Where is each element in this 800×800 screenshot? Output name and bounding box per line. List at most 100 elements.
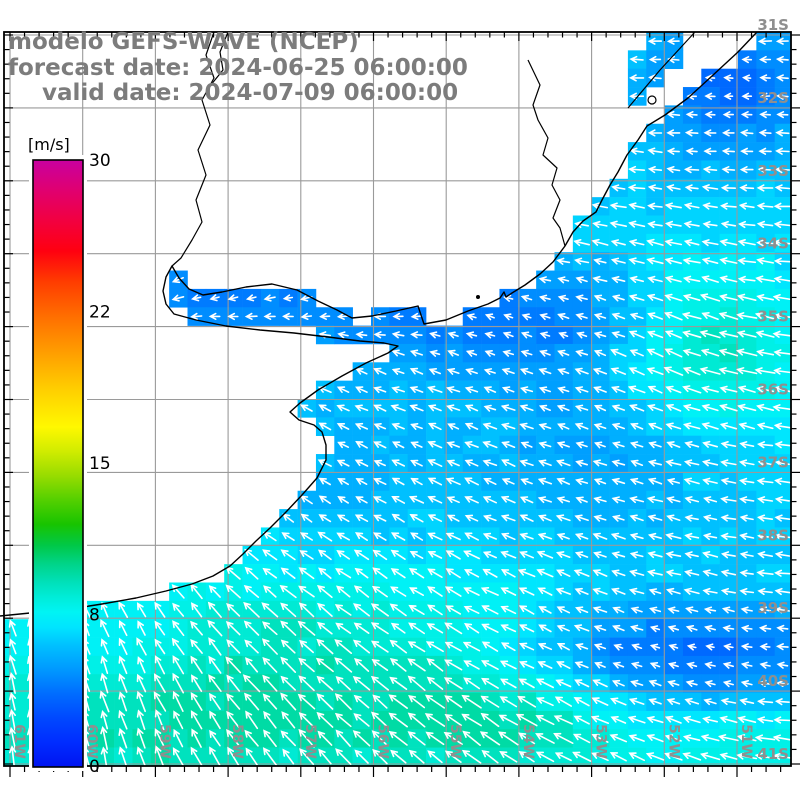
wave-arrow bbox=[466, 313, 477, 321]
wave-arrow bbox=[720, 532, 737, 540]
wave-arrow bbox=[482, 532, 497, 540]
wave-arrow bbox=[556, 661, 571, 669]
wave-arrow bbox=[776, 661, 789, 669]
wave-arrow bbox=[262, 656, 278, 673]
wave-arrow bbox=[682, 752, 702, 761]
wave-arrow bbox=[410, 312, 423, 320]
wave-arrow bbox=[190, 746, 203, 767]
wave-arrow bbox=[593, 624, 607, 632]
wave-arrow bbox=[535, 715, 555, 726]
wave-arrow bbox=[647, 147, 663, 155]
wave-arrow bbox=[666, 37, 680, 45]
wave-arrow bbox=[481, 605, 499, 615]
wave-arrow bbox=[484, 331, 496, 339]
wave-arrow bbox=[556, 441, 570, 449]
wave-arrow bbox=[629, 312, 644, 320]
wave-arrow bbox=[737, 715, 757, 723]
wave-arrow bbox=[738, 496, 755, 504]
wave-arrow bbox=[682, 257, 701, 265]
wave-arrow bbox=[500, 624, 517, 633]
valid-date-text: valid date: 2024-07-09 06:00:00 bbox=[42, 80, 458, 106]
wave-arrow bbox=[721, 129, 735, 137]
wave-arrow bbox=[629, 55, 644, 64]
wave-arrow bbox=[281, 711, 296, 729]
wave-arrow bbox=[372, 748, 388, 765]
wave-arrow bbox=[245, 747, 258, 766]
wave-arrow bbox=[772, 239, 792, 247]
wave-arrow bbox=[226, 639, 241, 654]
wave-arrow bbox=[573, 697, 590, 707]
wave-arrow bbox=[318, 404, 332, 412]
wave-arrow bbox=[391, 331, 405, 339]
wave-arrow bbox=[594, 661, 606, 669]
latitude-label: 41S bbox=[757, 745, 789, 763]
wave-arrow bbox=[718, 330, 739, 338]
wave-arrow bbox=[137, 656, 146, 674]
wave-arrow bbox=[519, 404, 534, 412]
wave-arrow bbox=[757, 166, 773, 174]
lagoon-shore-line bbox=[627, 31, 696, 109]
wave-arrow bbox=[537, 532, 553, 540]
wave-arrow bbox=[481, 677, 499, 689]
wave-arrow bbox=[300, 513, 313, 523]
wave-arrow bbox=[318, 477, 331, 486]
wave-arrow bbox=[666, 166, 681, 174]
wave-arrow bbox=[410, 441, 423, 449]
wave-arrow bbox=[136, 637, 147, 656]
wave-arrow bbox=[444, 622, 463, 635]
wave-arrow bbox=[758, 624, 772, 632]
wave-arrow bbox=[373, 459, 386, 467]
wave-arrow bbox=[774, 551, 791, 559]
wave-arrow bbox=[773, 422, 791, 430]
wave-arrow bbox=[318, 567, 332, 579]
wave-arrow bbox=[666, 184, 681, 192]
wave-arrow bbox=[353, 585, 370, 598]
wave-arrow bbox=[263, 585, 277, 598]
wave-arrow bbox=[592, 606, 608, 614]
wave-arrow bbox=[629, 532, 644, 540]
wave-arrow bbox=[593, 331, 607, 339]
wave-arrow bbox=[225, 621, 241, 636]
wave-arrow bbox=[701, 459, 719, 467]
wave-arrow bbox=[424, 694, 445, 709]
wave-arrow bbox=[519, 551, 534, 559]
wave-arrow bbox=[720, 441, 737, 449]
wave-arrow bbox=[574, 367, 589, 375]
wave-arrow bbox=[702, 514, 718, 522]
wave-arrow bbox=[684, 129, 699, 137]
wave-arrow bbox=[630, 661, 643, 669]
wave-arrow bbox=[702, 477, 718, 485]
wave-arrow bbox=[280, 656, 297, 673]
wave-arrow bbox=[630, 606, 643, 614]
wave-arrow bbox=[593, 257, 607, 265]
wave-arrow bbox=[389, 603, 407, 617]
wave-arrow bbox=[759, 606, 772, 614]
wave-arrow bbox=[172, 655, 185, 675]
wave-arrow bbox=[462, 641, 481, 652]
wave-arrow bbox=[426, 623, 444, 634]
wave-arrow bbox=[336, 459, 350, 467]
colorbar-tick-label: 15 bbox=[89, 454, 111, 474]
wave-arrow bbox=[593, 643, 607, 651]
wave-arrow bbox=[629, 624, 644, 632]
wave-arrow bbox=[354, 567, 369, 579]
wave-arrow bbox=[591, 697, 609, 706]
wave-arrow bbox=[371, 659, 389, 671]
wave-arrow bbox=[136, 690, 146, 713]
wave-arrow bbox=[738, 202, 755, 210]
wave-arrow bbox=[100, 655, 109, 674]
wave-arrow bbox=[757, 532, 773, 541]
wave-arrow bbox=[611, 422, 625, 430]
wave-arrow bbox=[535, 678, 554, 689]
wave-arrow bbox=[647, 422, 663, 430]
wave-arrow bbox=[702, 532, 718, 541]
wave-arrow bbox=[649, 625, 661, 633]
latitude-label: 40S bbox=[757, 672, 789, 690]
wave-arrow bbox=[683, 220, 700, 228]
wave-arrow bbox=[118, 746, 128, 767]
wave-arrow bbox=[100, 618, 110, 638]
wave-arrow bbox=[336, 532, 350, 541]
wave-arrow bbox=[664, 330, 682, 339]
wave-arrow bbox=[501, 386, 515, 394]
wave-arrow bbox=[409, 349, 423, 357]
